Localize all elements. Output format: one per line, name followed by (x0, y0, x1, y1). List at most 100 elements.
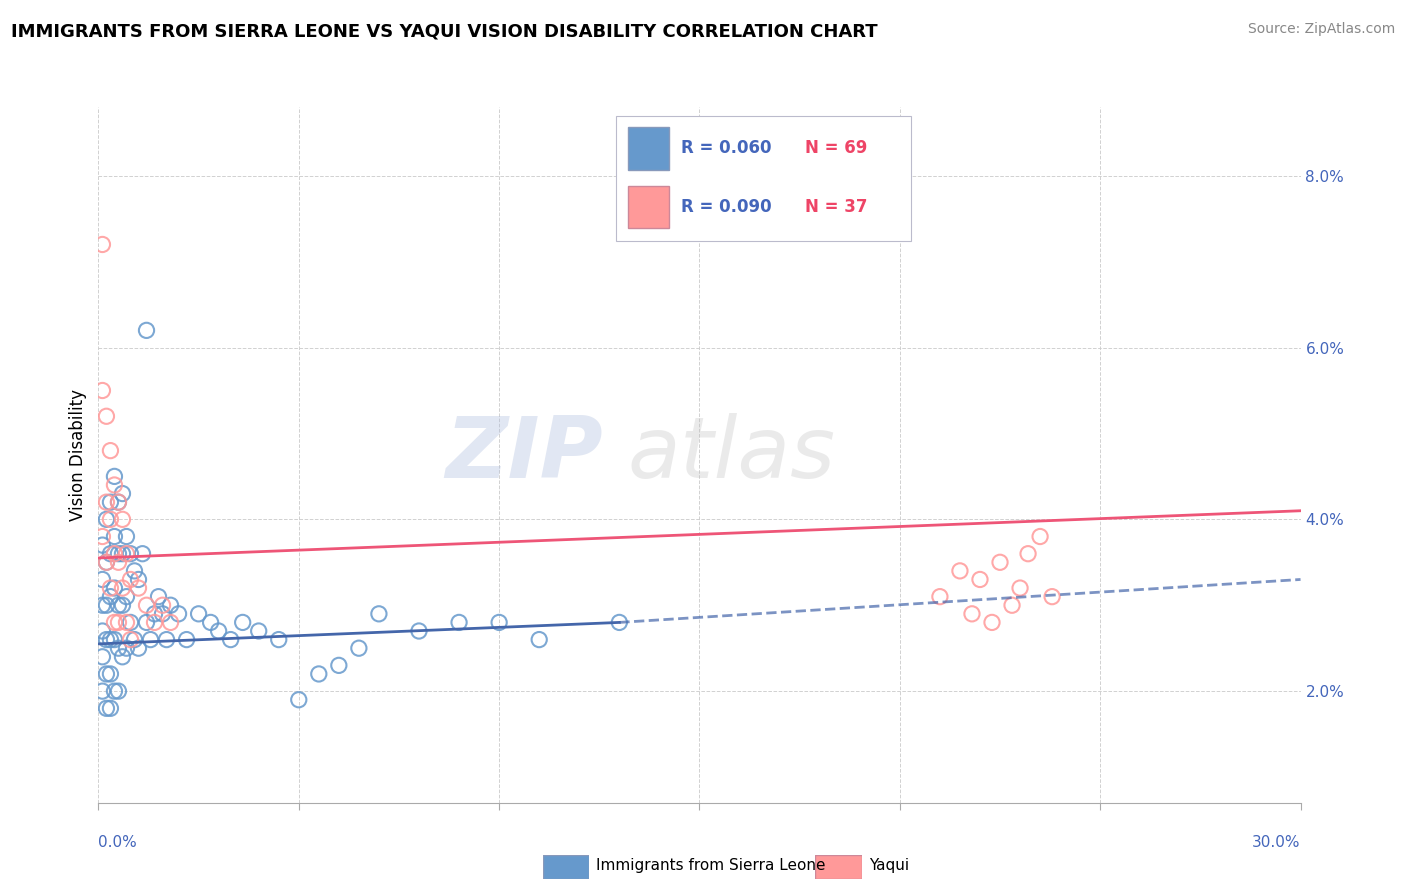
Point (200, 615, 222, 630)
Point (103, 547, 125, 561)
Point (167, 607, 190, 621)
Point (115, 615, 138, 630)
Text: IMMIGRANTS FROM SIERRA LEONE VS YAQUI VISION DISABILITY CORRELATION CHART: IMMIGRANTS FROM SIERRA LEONE VS YAQUI VI… (11, 22, 877, 40)
Point (152, 599, 174, 613)
Point (187, 607, 209, 621)
Point (219, 632, 242, 647)
Point (100, 443, 122, 458)
Point (91, 684, 114, 698)
Point (100, 632, 122, 647)
Point (103, 478, 125, 492)
Point (929, 590, 952, 604)
Point (103, 615, 125, 630)
Point (1040, 590, 1063, 604)
Point (128, 573, 150, 587)
Point (488, 615, 510, 630)
Point (247, 624, 270, 638)
Point (148, 590, 170, 604)
Point (949, 564, 972, 578)
Point (103, 529, 125, 543)
Point (368, 607, 391, 621)
Point (107, 547, 129, 561)
Point (107, 684, 129, 698)
Point (100, 512, 122, 526)
Text: Source: ZipAtlas.com: Source: ZipAtlas.com (1247, 22, 1395, 37)
Point (1001, 599, 1024, 613)
Point (107, 495, 129, 509)
Point (115, 590, 138, 604)
Point (135, 599, 157, 613)
Y-axis label: Vision Disability: Vision Disability (69, 389, 87, 521)
Text: N = 37: N = 37 (804, 198, 868, 216)
Point (609, 615, 631, 630)
Point (115, 641, 138, 656)
Point (103, 581, 125, 595)
Point (111, 512, 134, 526)
Point (981, 615, 1004, 630)
FancyBboxPatch shape (627, 186, 669, 228)
Text: R = 0.090: R = 0.090 (681, 198, 772, 216)
Point (308, 667, 330, 681)
Point (131, 547, 153, 561)
Point (960, 607, 983, 621)
Point (107, 555, 129, 569)
Point (100, 581, 122, 595)
Point (107, 641, 129, 656)
Point (124, 564, 146, 578)
Point (115, 547, 138, 561)
Text: Yaqui: Yaqui (869, 858, 910, 872)
Point (96, 667, 118, 681)
Point (128, 581, 150, 595)
Point (96, 409, 118, 424)
Point (232, 615, 254, 630)
Point (135, 615, 157, 630)
Point (124, 632, 146, 647)
Text: atlas: atlas (627, 413, 835, 497)
Point (288, 692, 311, 706)
Point (120, 573, 142, 587)
Point (107, 495, 129, 509)
Point (328, 658, 350, 673)
Point (96, 632, 118, 647)
Text: N = 69: N = 69 (804, 139, 868, 157)
Point (91, 538, 114, 552)
Point (143, 615, 166, 630)
Point (143, 607, 166, 621)
Point (1010, 581, 1032, 595)
Point (120, 547, 142, 561)
Point (1029, 529, 1052, 543)
Point (91, 237, 114, 252)
Point (988, 555, 1011, 569)
Point (96, 495, 118, 509)
Point (159, 599, 181, 613)
Point (111, 599, 134, 613)
Point (408, 624, 430, 638)
Point (91, 384, 114, 398)
Point (529, 632, 551, 647)
Point (100, 667, 122, 681)
Point (1017, 547, 1039, 561)
Text: 30.0%: 30.0% (1253, 836, 1301, 850)
Point (103, 632, 125, 647)
Point (447, 615, 470, 630)
Point (111, 649, 134, 664)
Point (111, 547, 134, 561)
Point (96, 512, 118, 526)
Point (100, 590, 122, 604)
Point (115, 529, 138, 543)
Point (347, 641, 370, 656)
Point (96, 555, 118, 569)
Point (96, 701, 118, 715)
Point (208, 624, 231, 638)
Point (103, 469, 125, 483)
Point (111, 581, 134, 595)
Text: Immigrants from Sierra Leone: Immigrants from Sierra Leone (596, 858, 825, 872)
Point (969, 573, 991, 587)
Point (135, 323, 157, 337)
Point (100, 495, 122, 509)
Point (91, 599, 114, 613)
Point (120, 632, 142, 647)
Point (100, 701, 122, 715)
Point (91, 624, 114, 638)
Point (91, 573, 114, 587)
